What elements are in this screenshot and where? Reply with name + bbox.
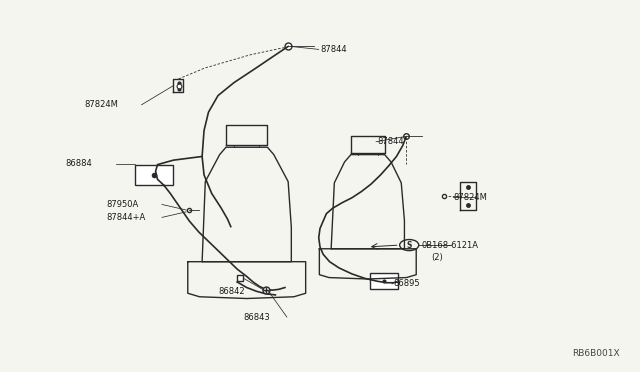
- Text: 87844+A: 87844+A: [106, 213, 146, 222]
- FancyBboxPatch shape: [135, 164, 173, 185]
- Text: 87950A: 87950A: [106, 200, 139, 209]
- Text: 86842: 86842: [218, 287, 244, 296]
- Text: RB6B001X: RB6B001X: [572, 349, 620, 358]
- FancyBboxPatch shape: [370, 273, 397, 289]
- Text: S: S: [406, 241, 412, 250]
- Text: 87844: 87844: [378, 137, 404, 146]
- Text: 87824M: 87824M: [454, 193, 488, 202]
- Text: 86843: 86843: [244, 312, 270, 321]
- Text: 87844: 87844: [320, 45, 347, 54]
- Text: 86884: 86884: [65, 159, 92, 169]
- Text: 87824M: 87824M: [84, 100, 118, 109]
- Text: (2): (2): [431, 253, 444, 263]
- Text: 86895: 86895: [394, 279, 420, 288]
- Text: 0B168-6121A: 0B168-6121A: [422, 241, 479, 250]
